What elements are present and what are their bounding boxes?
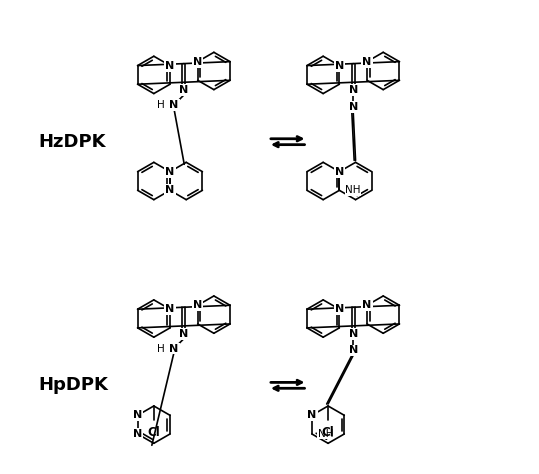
Text: N: N: [165, 167, 175, 177]
Text: N: N: [349, 346, 358, 356]
Text: N: N: [165, 304, 175, 314]
Text: N: N: [335, 61, 344, 71]
Text: N: N: [349, 102, 358, 112]
Text: N: N: [349, 329, 358, 339]
Text: Cl: Cl: [322, 426, 335, 438]
Text: N: N: [307, 410, 316, 420]
Text: N: N: [349, 85, 358, 95]
Text: N: N: [165, 61, 175, 71]
Text: HpDPK: HpDPK: [39, 376, 108, 394]
Text: H: H: [157, 100, 165, 110]
Text: HzDPK: HzDPK: [39, 133, 106, 151]
Text: N: N: [179, 329, 189, 339]
Text: N: N: [362, 300, 371, 310]
Text: N: N: [193, 56, 202, 67]
Text: N: N: [179, 85, 189, 95]
Text: N: N: [193, 300, 202, 310]
Text: N: N: [335, 304, 344, 314]
Text: N: N: [133, 410, 142, 420]
Text: N: N: [169, 100, 178, 110]
Text: H: H: [157, 344, 165, 354]
Text: N: N: [165, 185, 175, 195]
Text: N: N: [362, 56, 371, 67]
Text: N: N: [133, 429, 142, 439]
Text: N: N: [335, 167, 344, 177]
Text: NH: NH: [318, 429, 333, 439]
Text: NH: NH: [345, 185, 361, 195]
Text: N: N: [169, 344, 178, 354]
Text: Cl: Cl: [148, 426, 160, 438]
